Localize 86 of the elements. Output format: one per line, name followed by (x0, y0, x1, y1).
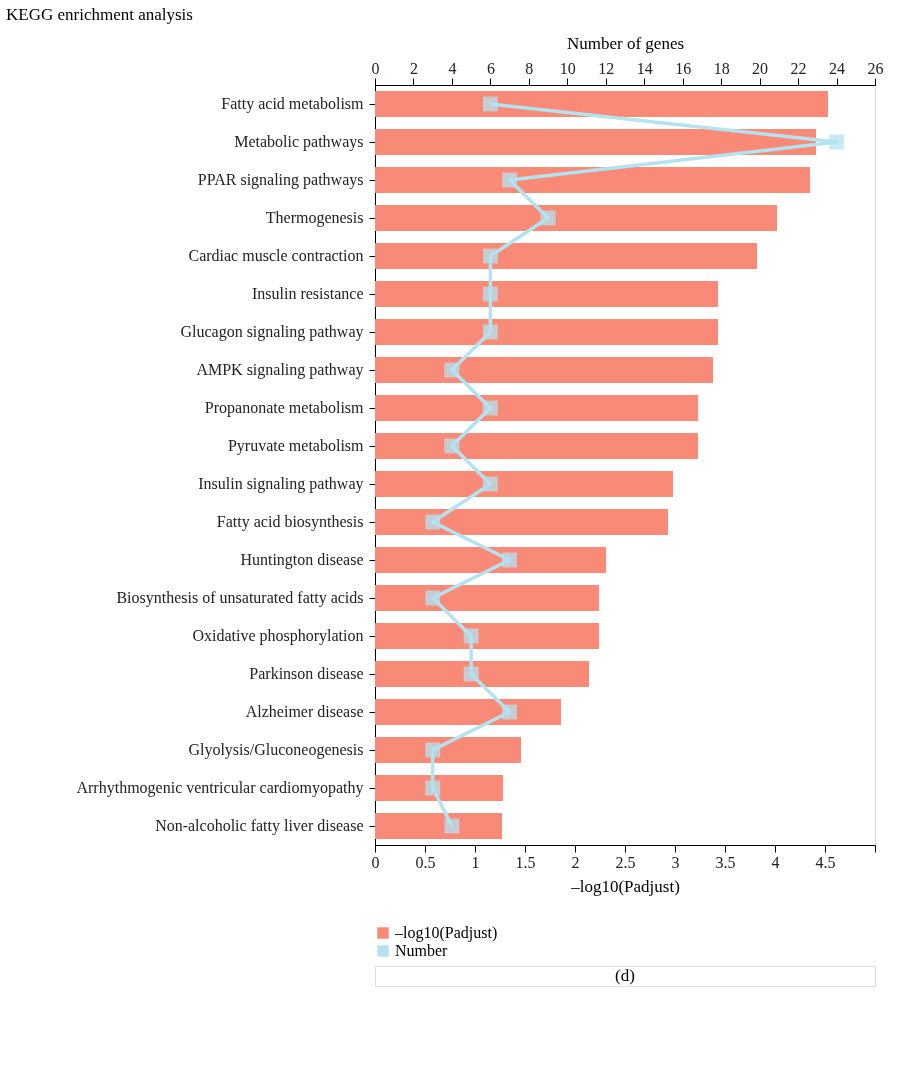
bar (375, 471, 673, 497)
y-tick-label: Metabolic pathways (234, 133, 364, 151)
bar (375, 433, 698, 459)
y-tick-label: Arrhythmogenic ventricular cardiomyopathy (76, 779, 364, 797)
x-tick-label: 0 (371, 853, 380, 871)
x2-tick-label: 24 (829, 59, 846, 77)
y-tick-label: Parkinson disease (249, 665, 364, 682)
x2-tick-label: 18 (713, 59, 730, 77)
bar (375, 547, 606, 573)
point (482, 324, 498, 340)
x-tick-label: 4 (771, 853, 780, 871)
y-tick-label: Thermogenesis (265, 209, 364, 227)
bar (375, 623, 599, 649)
x-axis-title: –log10(Padjust) (570, 876, 680, 896)
y-tick-label: Fatty acid biosynthesis (216, 513, 364, 531)
point (425, 590, 441, 606)
text: (d) (615, 966, 635, 985)
x2-tick-label: 10 (559, 59, 576, 77)
y-tick-label: Cardiac muscle contraction (188, 247, 364, 264)
point (425, 780, 441, 796)
x-tick-label: 1 (471, 853, 480, 871)
bar (375, 699, 561, 725)
x2-tick-label: 26 (867, 59, 884, 77)
y-tick-label: Insulin signaling pathway (198, 475, 364, 493)
y-tick-label: Insulin resistance (251, 285, 364, 302)
x-tick-label: 4.5 (815, 853, 836, 871)
x2-tick-label: 14 (636, 59, 653, 77)
text: KEGG enrichment analysis (5, 5, 193, 24)
x2-tick-label: 12 (598, 59, 615, 77)
y-tick-label: Fatty acid metabolism (221, 95, 365, 113)
x2-tick-label: 20 (752, 59, 769, 77)
point (829, 134, 844, 150)
bar (375, 243, 757, 269)
point (463, 666, 479, 682)
y-tick-label: Alzheimer disease (245, 703, 364, 720)
bar (375, 737, 521, 763)
y-tick-label: PPAR signaling pathways (197, 171, 364, 189)
x2-tick-label: 22 (790, 59, 807, 77)
point (482, 286, 498, 302)
bar (375, 585, 599, 611)
x2-tick-label: 4 (448, 59, 457, 77)
point (482, 476, 498, 492)
x2-tick-label: 2 (409, 59, 418, 77)
bar (375, 509, 668, 535)
y-tick-label: Huntington disease (240, 551, 364, 569)
x2-tick-label: 6 (486, 59, 495, 77)
bar (375, 167, 810, 193)
point (425, 514, 441, 530)
y-tick-label: Oxidative phosphorylation (192, 627, 364, 645)
x-tick-label: 2.5 (615, 853, 636, 871)
point (482, 96, 498, 112)
bar (375, 775, 503, 801)
bar (375, 91, 828, 117)
point (502, 172, 518, 188)
y-tick-label: Pyruvate metabolism (227, 437, 365, 455)
x2-tick-label: 0 (371, 59, 380, 77)
point (502, 552, 518, 568)
x2-axis-title: Number of genes (566, 33, 685, 53)
legend-label: –log10(Padjust) (394, 924, 498, 942)
bar (375, 661, 589, 687)
bar (375, 205, 777, 231)
y-tick-label: Biosynthesis of unsaturated fatty acids (116, 589, 364, 607)
point (502, 704, 518, 720)
x2-tick-label: 8 (525, 59, 534, 77)
y-tick-label: Glyolysis/Gluconeogenesis (188, 741, 364, 759)
x-tick-label: 0.5 (415, 853, 436, 871)
bar (375, 813, 502, 839)
y-tick-label: Glucagon signaling pathway (180, 323, 364, 341)
bar (375, 395, 698, 421)
y-tick-label: Propanonate metabolism (204, 399, 365, 417)
x-tick-label: 1.5 (515, 853, 536, 871)
point (482, 400, 498, 416)
point (482, 248, 498, 264)
y-tick-label: AMPK signaling pathway (196, 361, 364, 379)
bar (375, 357, 713, 383)
bar (375, 129, 816, 155)
point (425, 742, 441, 758)
y-tick-label: Non-alcoholic fatty liver disease (155, 817, 364, 835)
x-tick-label: 3.5 (715, 853, 736, 871)
x-tick-label: 2 (571, 853, 580, 871)
bar (375, 281, 718, 307)
x-tick-label: 3 (671, 853, 680, 871)
bar (375, 319, 718, 345)
point (463, 628, 479, 644)
legend-label: Number (395, 942, 449, 959)
x2-tick-label: 16 (675, 59, 692, 77)
